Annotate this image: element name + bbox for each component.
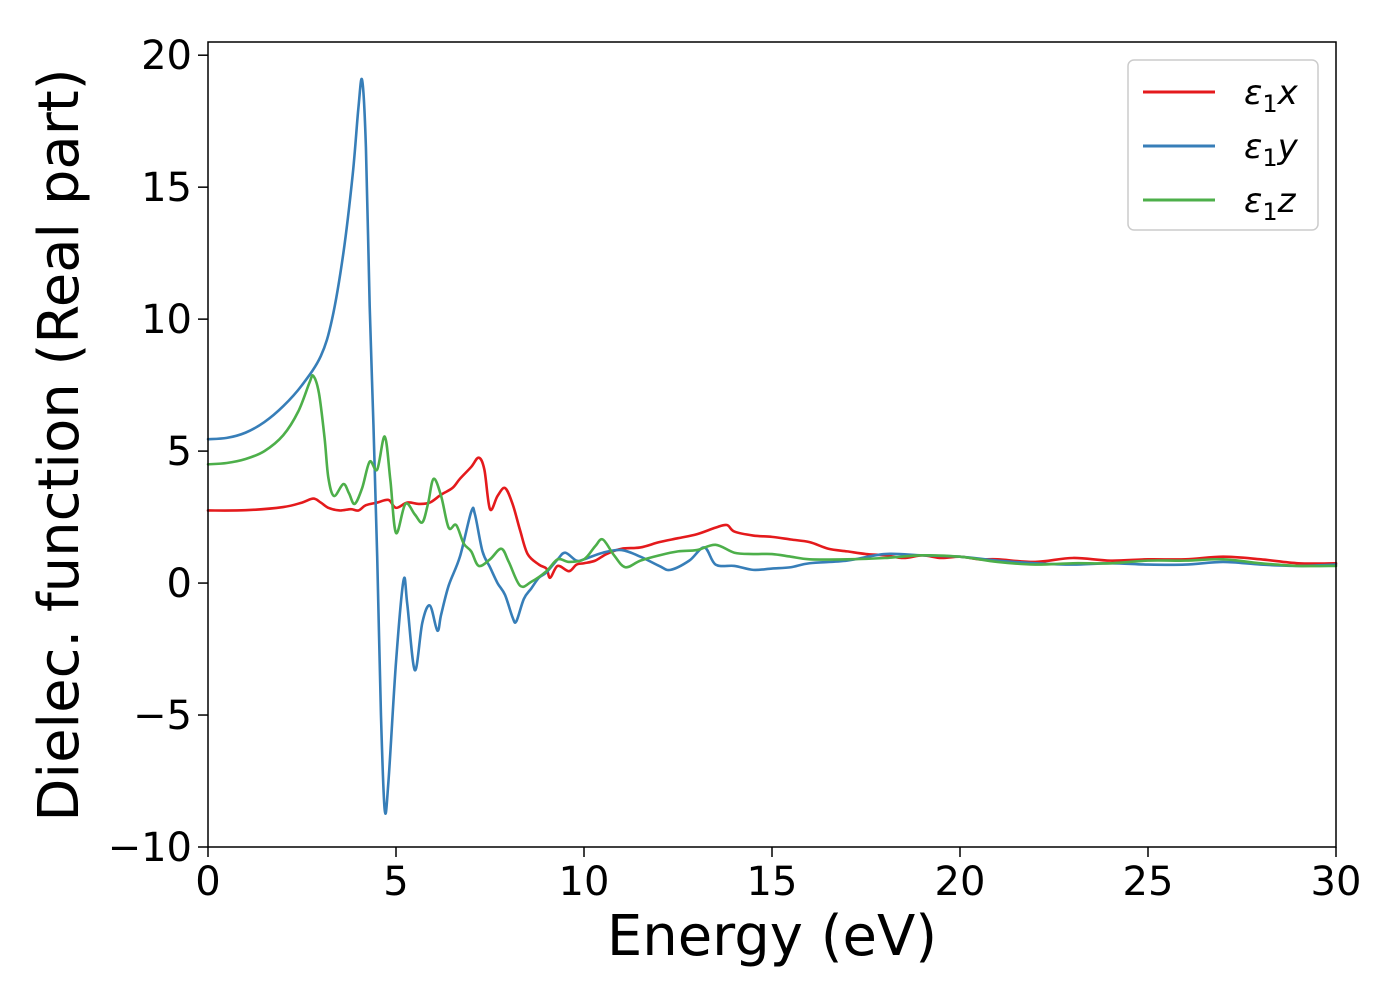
series-line-y xyxy=(206,77,1338,815)
y-axis-label: Dielec. function (Real part) xyxy=(27,68,92,821)
x-tick-label: 15 xyxy=(747,859,798,905)
legend-box xyxy=(1127,59,1319,231)
y-tick-label: 10 xyxy=(141,297,192,343)
x-tick-label: 5 xyxy=(383,859,408,905)
y-tick-label: 0 xyxy=(167,561,192,607)
y-tick-label: 5 xyxy=(167,429,192,475)
y-tick-label: −10 xyxy=(108,825,192,871)
x-axis-ticks: 0 5 10 15 20 25 30 xyxy=(195,847,1361,905)
legend-label-z: ε1z xyxy=(1244,181,1297,226)
x-axis-label: Energy (eV) xyxy=(607,904,937,969)
x-tick-label: 0 xyxy=(195,859,220,905)
series-layer xyxy=(206,77,1338,815)
x-tick-label: 20 xyxy=(935,859,986,905)
x-tick-label: 10 xyxy=(559,859,610,905)
legend-label-y: ε1y xyxy=(1244,127,1299,172)
series-line-z xyxy=(206,374,1338,589)
legend: ε1x ε1y ε1z xyxy=(1127,59,1319,231)
y-tick-label: 15 xyxy=(141,165,192,211)
y-axis-ticks: −10 −5 0 5 10 15 20 xyxy=(108,33,208,871)
legend-entries: ε1x ε1y ε1z xyxy=(1143,73,1299,226)
y-tick-label: −5 xyxy=(133,693,192,739)
legend-label-x: ε1x xyxy=(1244,73,1299,118)
x-tick-label: 25 xyxy=(1123,859,1174,905)
x-tick-label: 30 xyxy=(1311,859,1362,905)
y-tick-label: 20 xyxy=(141,33,192,79)
